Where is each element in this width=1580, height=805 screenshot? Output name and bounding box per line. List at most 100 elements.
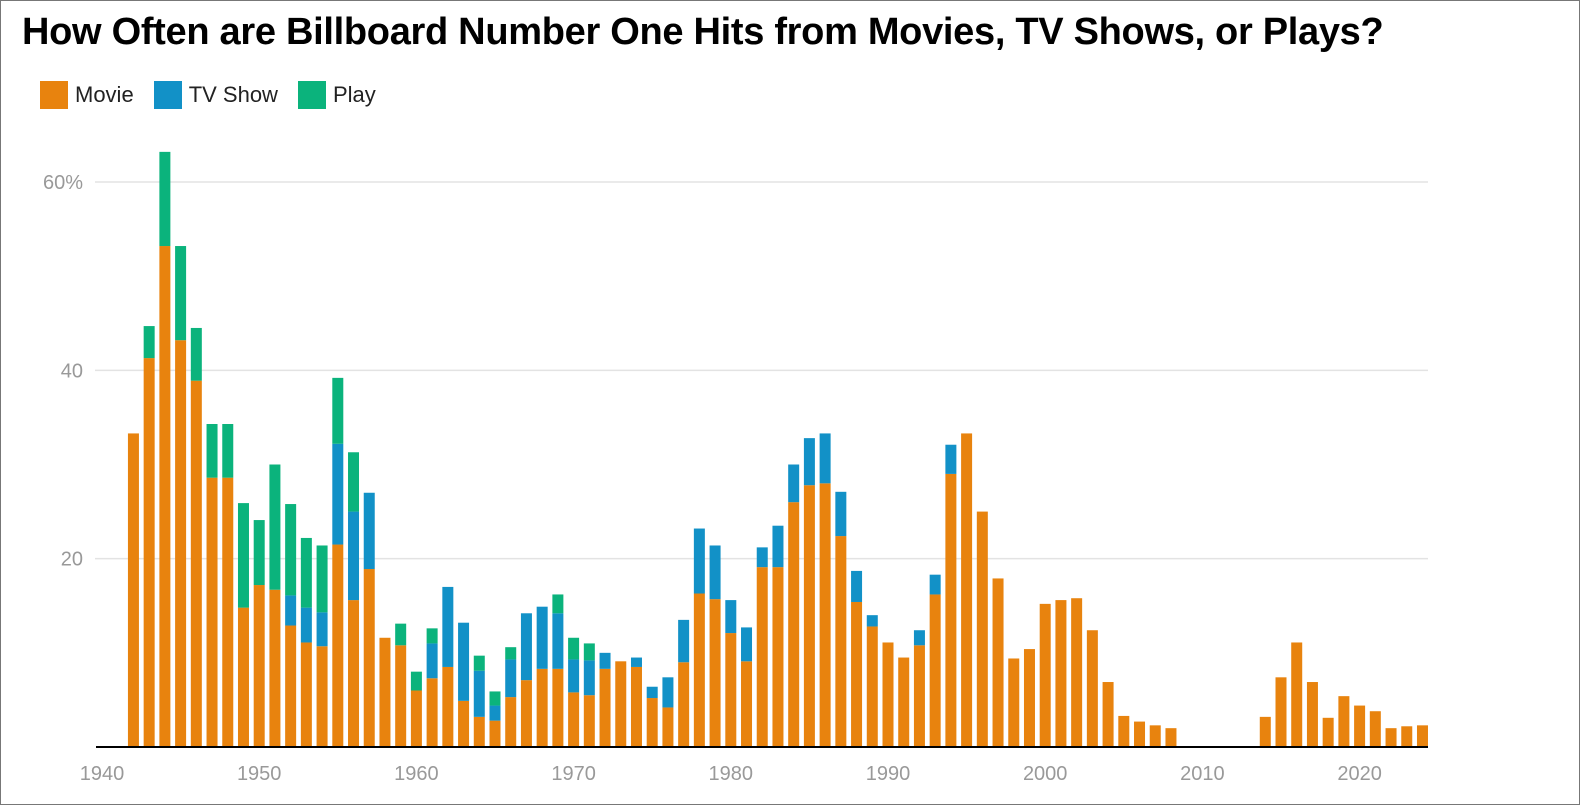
x-tick-label-2000: 2000 bbox=[1023, 763, 1068, 785]
bar-movie-1958 bbox=[379, 637, 391, 747]
bar-play-1959 bbox=[395, 623, 407, 646]
y-tick-label-60: 60% bbox=[43, 172, 83, 194]
bar-movie-1984 bbox=[788, 502, 800, 747]
x-tick-label-1970: 1970 bbox=[551, 763, 596, 785]
bar-movie-1955 bbox=[332, 544, 344, 747]
legend-item-tv-show: TV Show bbox=[153, 81, 278, 109]
bar-movie-1974 bbox=[630, 666, 642, 747]
bar-play-1970 bbox=[568, 637, 580, 660]
bar-tv-show-1985 bbox=[803, 438, 815, 486]
chart-title: How Often are Billboard Number One Hits … bbox=[22, 11, 1384, 53]
bar-play-1945 bbox=[175, 246, 187, 341]
bar-movie-1956 bbox=[348, 600, 360, 747]
bar-play-1961 bbox=[426, 628, 438, 644]
bar-tv-show-1965 bbox=[489, 705, 501, 721]
x-tick-label-1950: 1950 bbox=[237, 763, 282, 785]
bar-tv-show-1975 bbox=[646, 686, 658, 699]
bar-tv-show-1980 bbox=[725, 600, 737, 634]
legend-swatch-movie bbox=[40, 81, 68, 109]
chart-legend: Movie TV Show Play bbox=[40, 81, 396, 109]
bar-tv-show-1957 bbox=[363, 492, 375, 570]
legend-item-movie: Movie bbox=[40, 81, 134, 109]
bar-tv-show-1964 bbox=[473, 670, 485, 717]
x-tick-label-1940: 1940 bbox=[80, 763, 125, 785]
bar-tv-show-1956 bbox=[348, 511, 360, 601]
bar-movie-2006 bbox=[1134, 721, 1146, 747]
bar-movie-2021 bbox=[1369, 711, 1381, 747]
bar-movie-1954 bbox=[316, 646, 328, 747]
bar-tv-show-1974 bbox=[630, 657, 642, 667]
legend-swatch-tv-show bbox=[153, 81, 182, 109]
bar-movie-1967 bbox=[520, 680, 532, 747]
bar-tv-show-1952 bbox=[285, 595, 297, 626]
bar-movie-1945 bbox=[175, 340, 187, 747]
bar-movie-1949 bbox=[237, 607, 249, 747]
bar-tv-show-1970 bbox=[568, 659, 580, 693]
bar-play-1950 bbox=[253, 520, 265, 586]
bar-movie-1961 bbox=[426, 678, 438, 747]
bar-tv-show-1955 bbox=[332, 443, 344, 545]
bar-movie-1972 bbox=[599, 668, 611, 747]
y-tick-label-40: 40 bbox=[61, 360, 83, 382]
bar-movie-1978 bbox=[693, 593, 705, 747]
bar-movie-1953 bbox=[300, 642, 312, 747]
x-tick-label-2020: 2020 bbox=[1337, 763, 1382, 785]
bar-movie-1969 bbox=[552, 668, 564, 747]
bar-movie-2002 bbox=[1071, 598, 1083, 747]
bar-tv-show-1967 bbox=[520, 613, 532, 681]
bar-movie-1966 bbox=[505, 697, 517, 747]
legend-item-play: Play bbox=[297, 81, 376, 109]
bar-movie-1981 bbox=[741, 661, 753, 747]
bar-movie-1975 bbox=[646, 698, 658, 747]
bar-movie-2016 bbox=[1291, 642, 1303, 747]
bar-movie-1995 bbox=[961, 433, 973, 747]
bar-movie-1977 bbox=[678, 662, 690, 747]
bar-play-1948 bbox=[222, 424, 234, 478]
bar-tv-show-1954 bbox=[316, 612, 328, 647]
bar-tv-show-1986 bbox=[819, 433, 831, 484]
x-tick-label-1990: 1990 bbox=[866, 763, 911, 785]
bar-tv-show-1989 bbox=[866, 615, 878, 627]
bar-play-1964 bbox=[473, 655, 485, 671]
bar-tv-show-1953 bbox=[300, 607, 312, 643]
bar-play-1951 bbox=[269, 464, 281, 590]
bar-tv-show-1963 bbox=[458, 622, 470, 701]
bar-tv-show-1976 bbox=[662, 677, 674, 708]
bar-play-1944 bbox=[159, 151, 171, 247]
bar-movie-1942 bbox=[127, 433, 139, 747]
bar-movie-1951 bbox=[269, 589, 281, 747]
bar-tv-show-1993 bbox=[929, 574, 941, 595]
bar-tv-show-1984 bbox=[788, 464, 800, 503]
bar-play-1960 bbox=[410, 671, 422, 691]
bar-play-1949 bbox=[237, 503, 249, 608]
bar-play-1946 bbox=[190, 327, 202, 381]
bar-movie-1950 bbox=[253, 585, 265, 747]
bar-tv-show-1972 bbox=[599, 652, 611, 669]
bar-movie-1965 bbox=[489, 720, 501, 747]
bar-movie-1982 bbox=[756, 567, 768, 747]
bar-movie-1968 bbox=[536, 668, 548, 747]
bar-movie-2007 bbox=[1149, 725, 1161, 747]
bar-movie-1994 bbox=[945, 473, 957, 747]
bar-movie-1976 bbox=[662, 707, 674, 747]
bar-movie-1997 bbox=[992, 578, 1004, 747]
x-tick-label-2010: 2010 bbox=[1180, 763, 1225, 785]
bar-play-1953 bbox=[300, 537, 312, 608]
bar-play-1952 bbox=[285, 504, 297, 596]
bar-movie-1998 bbox=[1008, 658, 1020, 747]
bar-movie-1999 bbox=[1023, 649, 1035, 747]
bar-movie-2008 bbox=[1165, 728, 1177, 747]
x-tick-label-1960: 1960 bbox=[394, 763, 439, 785]
bar-play-1969 bbox=[552, 594, 564, 614]
bar-movie-2015 bbox=[1275, 677, 1287, 747]
bar-movie-1973 bbox=[615, 661, 627, 747]
bar-play-1955 bbox=[332, 377, 344, 444]
bar-movie-1962 bbox=[442, 666, 454, 747]
bar-movie-1943 bbox=[143, 358, 155, 747]
bar-movie-1971 bbox=[583, 695, 595, 747]
bar-movie-1964 bbox=[473, 716, 485, 747]
bar-tv-show-1978 bbox=[693, 528, 705, 594]
y-tick-label-20: 20 bbox=[61, 549, 83, 571]
bar-movie-1990 bbox=[882, 642, 894, 747]
